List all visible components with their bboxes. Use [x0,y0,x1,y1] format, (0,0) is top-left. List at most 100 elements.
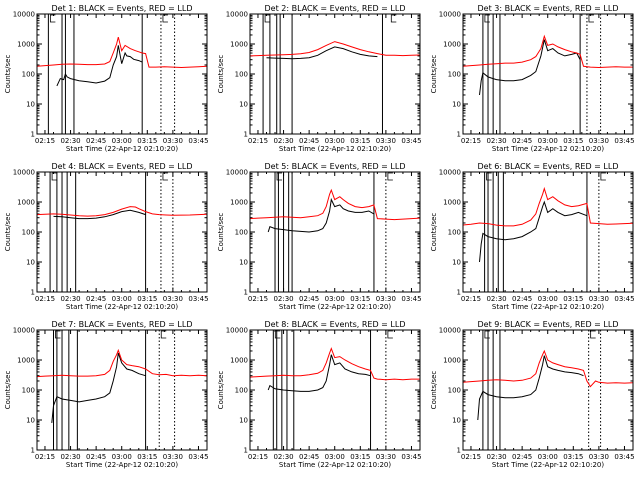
x-tick-label: 03:30 [376,295,396,303]
x-tick-label: 03:00 [538,453,558,461]
x-tick-label: 02:30 [273,453,293,461]
plot-frame [36,171,208,293]
plot-area [463,330,633,450]
x-tick-label: 03:15 [350,453,370,461]
bracket-mark [49,14,56,23]
x-tick-label: 03:30 [589,453,609,461]
x-axis-label: Start Time (22-Apr-12 02:10:20) [279,303,391,311]
x-tick-label: 03:30 [589,137,609,145]
series-line-red [250,41,420,57]
x-axis-label: Start Time (22-Apr-12 02:10:20) [66,145,178,153]
x-tick-label: 02:30 [60,137,80,145]
bracket-mark [264,14,271,23]
bracket-mark [600,172,606,181]
plot-frame [462,171,634,293]
plot-area [463,172,633,292]
y-tick-label: 1 [457,131,461,139]
y-tick-label: 1000 [17,357,35,365]
y-tick-label: 10 [452,259,461,267]
x-tick-label: 02:30 [60,453,80,461]
y-axis-label: Counts/sec [217,371,225,410]
x-tick-label: 02:45 [299,453,319,461]
x-tick-label: 02:15 [248,453,268,461]
x-tick-label: 03:00 [112,295,132,303]
bracket-mark [484,14,490,23]
x-tick-label: 03:45 [401,137,421,145]
y-tick-label: 1000 [443,41,461,49]
x-tick-label: 03:45 [614,295,634,303]
series-line-black [56,45,143,87]
detector-panel-8: Det 8: BLACK = Events, RED = LLD 1 10 100 10… [217,320,422,469]
x-axis-label: Start Time (22-Apr-12 02:10:20) [66,303,178,311]
y-tick-label: 10 [239,101,248,109]
bracket-mark [162,172,168,181]
y-tick-label: 100 [448,229,461,237]
x-tick-label: 03:15 [350,295,370,303]
bracket-mark [55,330,61,339]
plot-frame [36,329,208,451]
series-line-black [477,355,584,421]
x-tick-label: 02:45 [86,295,106,303]
plot-frame [249,329,421,451]
x-tick-label: 03:00 [325,295,345,303]
x-tick-label: 03:15 [137,137,157,145]
x-tick-label: 02:30 [486,137,506,145]
x-tick-label: 03:15 [563,295,583,303]
x-tick-label: 03:30 [163,137,183,145]
y-tick-label: 100 [235,229,248,237]
x-tick-label: 02:30 [486,295,506,303]
x-tick-label: 03:00 [325,137,345,145]
bracket-mark [160,330,167,339]
x-axis-label: Start Time (22-Apr-12 02:10:20) [279,145,391,153]
x-tick-label: 02:30 [60,295,80,303]
x-axis-label: Start Time (22-Apr-12 02:10:20) [492,461,604,469]
bracket-mark [588,14,594,23]
y-tick-label: 1000 [17,199,35,207]
plot-frame [462,13,634,135]
y-tick-label: 10 [26,101,35,109]
x-tick-label: 03:00 [325,453,345,461]
y-tick-label: 1000 [230,357,248,365]
series-line-red [463,186,633,227]
y-tick-label: 1 [31,289,35,297]
y-axis-label: Counts/sec [430,213,438,252]
panel-title: Det 6: BLACK = Events, RED = LLD [478,162,619,171]
y-tick-label: 10 [452,417,461,425]
series-line-black [267,197,375,233]
x-tick-label: 02:45 [512,137,532,145]
y-tick-label: 100 [235,71,248,79]
y-tick-label: 1000 [443,357,461,365]
panel-title: Det 8: BLACK = Events, RED = LLD [265,320,406,329]
y-tick-label: 10 [239,417,248,425]
x-tick-label: 03:15 [137,295,157,303]
plot-area [250,172,420,292]
x-tick-label: 03:00 [112,137,132,145]
x-tick-label: 03:30 [376,137,396,145]
y-tick-label: 1 [457,289,461,297]
y-tick-label: 10000 [13,169,35,177]
series-line-black [51,352,146,423]
x-tick-label: 02:15 [461,295,481,303]
panel-title: Det 2: BLACK = Events, RED = LLD [265,4,406,13]
series-line-black [479,39,581,96]
bracket-mark [484,330,490,339]
bracket-mark [162,14,168,23]
x-tick-label: 02:45 [299,137,319,145]
detector-panel-5: Det 5: BLACK = Events, RED = LLD 1 10 100 10… [217,162,422,311]
x-tick-label: 03:15 [350,137,370,145]
x-tick-label: 03:30 [376,453,396,461]
y-tick-label: 10000 [226,11,248,19]
series-line-red [250,188,420,221]
x-tick-label: 02:30 [273,137,293,145]
panel-title: Det 7: BLACK = Events, RED = LLD [52,320,193,329]
x-axis-label: Start Time (22-Apr-12 02:10:20) [492,303,604,311]
plot-area [37,330,207,450]
series-line-red [37,36,207,69]
x-tick-label: 02:45 [86,453,106,461]
x-tick-label: 03:45 [401,295,421,303]
panel-title: Det 9: BLACK = Events, RED = LLD [478,320,619,329]
y-axis-label: Counts/sec [217,55,225,94]
detector-panel-9: Det 9: BLACK = Events, RED = LLD 1 10 100 10… [430,320,635,469]
y-tick-label: 1 [244,131,248,139]
